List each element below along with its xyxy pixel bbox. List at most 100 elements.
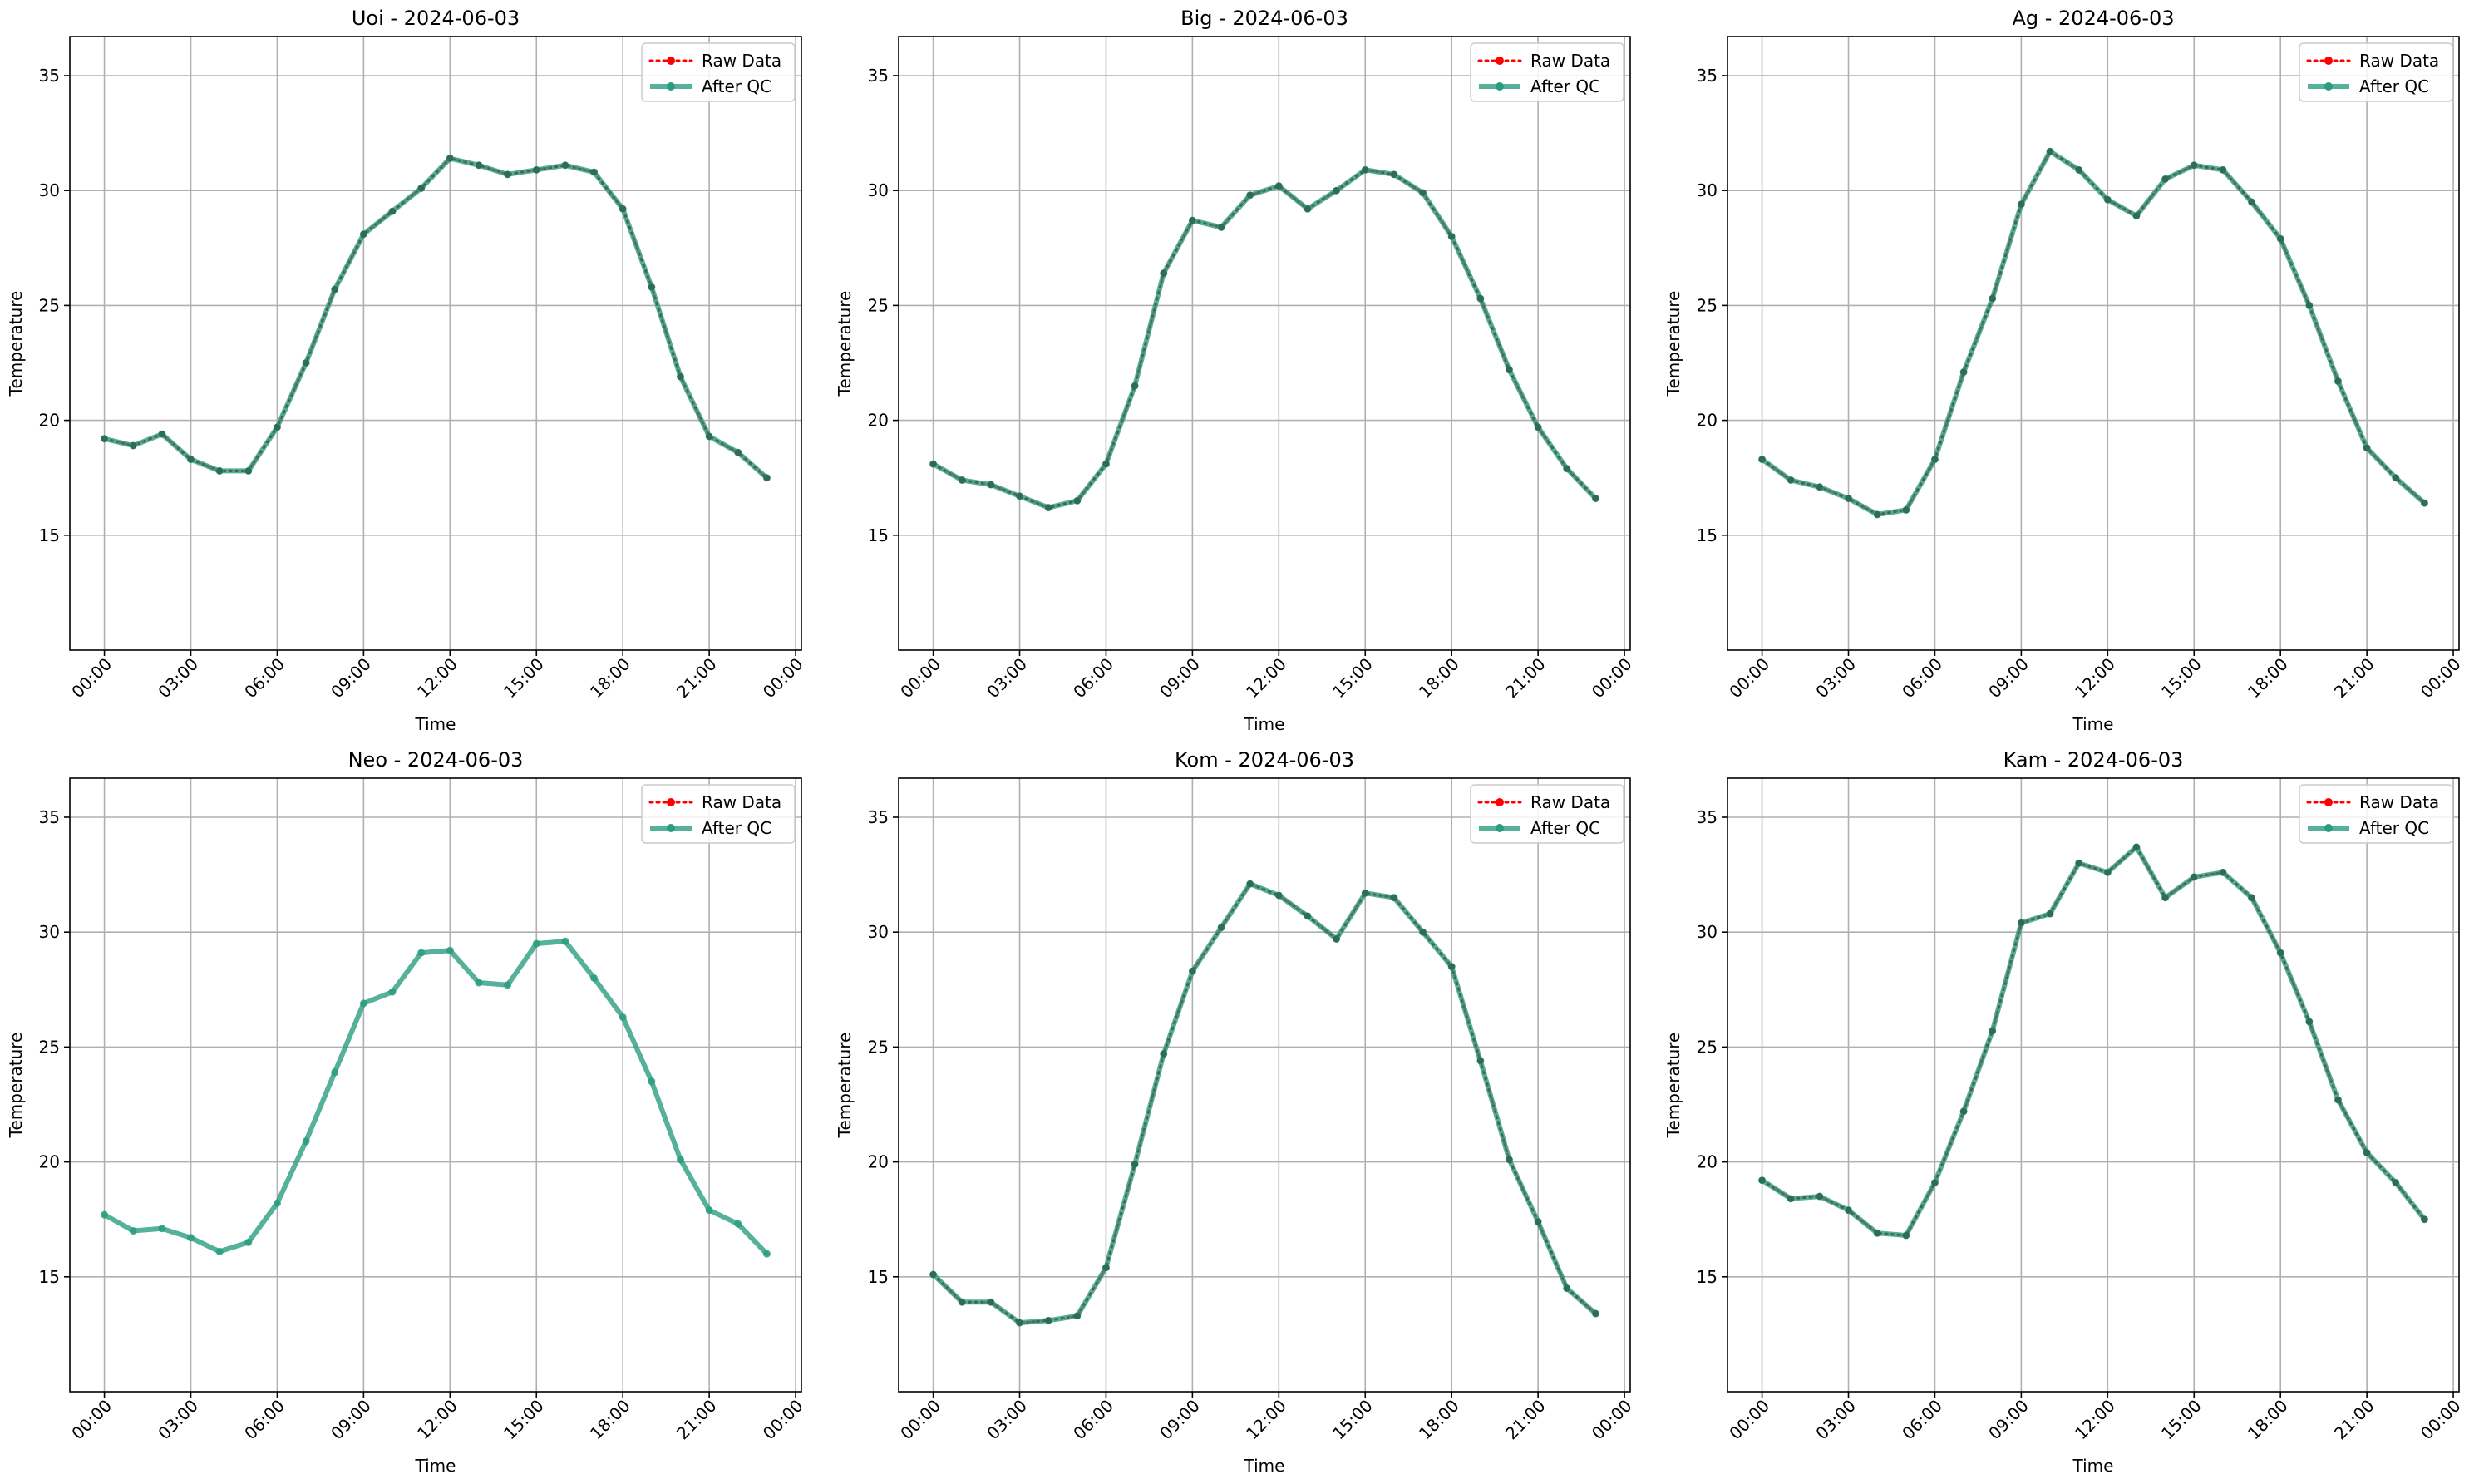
- legend-label-raw-data: Raw Data: [702, 792, 781, 812]
- point-after-qc: [417, 949, 426, 957]
- x-tick-label: 00:00: [1725, 654, 1773, 703]
- overlap-point: [2219, 166, 2226, 174]
- x-tick-label: 21:00: [1501, 1396, 1550, 1444]
- overlap-point: [2132, 212, 2140, 219]
- overlap-point: [2248, 894, 2255, 901]
- x-tick-label: 00:00: [1588, 654, 1636, 703]
- overlap-point: [2047, 910, 2054, 918]
- y-tick-label: 25: [39, 1037, 60, 1057]
- y-axis-label: Temperature: [6, 1033, 26, 1139]
- y-axis-label: Temperature: [835, 1033, 855, 1139]
- series-line-after-qc: [930, 881, 1599, 1326]
- overlap-point: [1758, 456, 1766, 463]
- legend-marker-raw-data: [667, 798, 675, 806]
- y-tick-label: 25: [868, 1037, 889, 1057]
- x-tick-label: 09:00: [1984, 1396, 2033, 1444]
- y-tick-label: 15: [868, 525, 889, 545]
- subplot-1: Uoi - 2024-06-03 15 20 25 30 35 00:00 03:00 06:0…: [6, 7, 807, 734]
- y-tick-label: 30: [868, 180, 889, 200]
- overlap-point: [561, 161, 569, 169]
- axes-frame: [1727, 777, 2460, 1393]
- x-tick-label: 00:00: [67, 1396, 116, 1444]
- x-tick-label: 18:00: [1415, 654, 1463, 703]
- axes-frame: [69, 777, 802, 1393]
- legend-marker-raw-data: [667, 57, 675, 65]
- x-tick-label: 12:00: [413, 654, 461, 703]
- y-tick-label: 30: [39, 180, 60, 200]
- overlap-point: [1448, 233, 1456, 240]
- subplot-title: Ag - 2024-06-03: [2012, 7, 2174, 30]
- overlap-point: [1102, 461, 1110, 468]
- axes-frame: [898, 777, 1631, 1393]
- y-tick-label: 20: [868, 411, 889, 431]
- overlap-point: [677, 373, 684, 381]
- overlap-point: [929, 1271, 937, 1279]
- x-tick-label: 00:00: [67, 654, 116, 703]
- overlap-point: [929, 461, 937, 468]
- axes-frame: [1727, 36, 2460, 651]
- y-axis-label: Temperature: [6, 291, 26, 397]
- overlap-point: [101, 435, 108, 442]
- overlap-point: [1362, 166, 1369, 174]
- overlap-point: [1476, 295, 1484, 303]
- overlap-point: [1506, 1156, 1513, 1163]
- legend-label-after-qc: After QC: [2359, 818, 2429, 838]
- x-tick-label: 21:00: [1501, 654, 1550, 703]
- overlap-line: [932, 882, 1597, 1324]
- overlap-point: [1390, 170, 1397, 178]
- subplot-6: Kam - 2024-06-03 15 20 25 30 35 00:00 03:00 06:0…: [1663, 748, 2465, 1476]
- overlap-point: [2305, 302, 2313, 309]
- overlap-point: [244, 467, 252, 475]
- overlap-point: [2334, 377, 2342, 385]
- overlap-point: [504, 170, 511, 178]
- overlap-point: [619, 205, 627, 213]
- y-tick-label: 30: [1697, 922, 1718, 942]
- x-tick-label: 15:00: [500, 654, 548, 703]
- overlap-point: [2161, 175, 2169, 183]
- x-tick-label: 00:00: [896, 654, 944, 703]
- overlap-point: [1535, 423, 1542, 431]
- x-tick-label: 03:00: [983, 1396, 1031, 1444]
- axes-frame: [898, 36, 1631, 651]
- x-tick-label: 00:00: [2417, 654, 2465, 703]
- overlap-point: [1989, 1028, 1996, 1035]
- x-axis-label: Time: [1244, 714, 1285, 734]
- overlap-point: [2132, 843, 2140, 850]
- overlap-point: [1902, 1232, 1910, 1240]
- point-after-qc: [101, 1210, 109, 1219]
- overlap-point: [2392, 1179, 2399, 1186]
- overlap-line: [932, 168, 1597, 510]
- overlap-point: [1304, 205, 1311, 213]
- subplot-5: Kom - 2024-06-03 15 20 25 30 35 00:00 03:00 06:0…: [835, 748, 1636, 1476]
- overlap-point: [1333, 935, 1340, 943]
- x-tick-label: 06:00: [1898, 654, 1946, 703]
- overlap-point: [1563, 1284, 1570, 1292]
- overlap-point: [2191, 161, 2198, 169]
- legend: Raw Data After QC: [641, 42, 796, 102]
- overlap-point: [1874, 510, 1881, 518]
- y-tick-label: 25: [868, 295, 889, 315]
- point-after-qc: [129, 1227, 137, 1235]
- y-tick-label: 20: [868, 1152, 889, 1172]
- overlap-point: [1960, 1107, 1968, 1115]
- x-tick-label: 00:00: [1588, 1396, 1636, 1444]
- point-after-qc: [158, 1225, 166, 1233]
- x-tick-label: 15:00: [1328, 1396, 1377, 1444]
- overlap-point: [1160, 1050, 1167, 1058]
- overlap-point: [1073, 497, 1081, 505]
- y-tick-label: 35: [1697, 807, 1718, 827]
- series-line-raw-data: [1761, 845, 2426, 1237]
- y-tick-label: 30: [1697, 180, 1718, 200]
- overlap-point: [1016, 1319, 1023, 1327]
- x-tick-label: 18:00: [1415, 1396, 1463, 1444]
- overlap-point: [1592, 495, 1599, 502]
- series-line-raw-data: [932, 882, 1597, 1324]
- subplot-4: Neo - 2024-06-03 15 20 25 30 35 00:00 03:00 06:0…: [6, 748, 807, 1476]
- x-tick-label: 15:00: [2157, 1396, 2205, 1444]
- y-tick-label: 35: [39, 66, 60, 86]
- x-axis-label: Time: [2072, 1456, 2114, 1476]
- overlap-point: [446, 155, 454, 162]
- x-tick-label: 00:00: [1725, 1396, 1773, 1444]
- overlap-point: [1160, 269, 1167, 277]
